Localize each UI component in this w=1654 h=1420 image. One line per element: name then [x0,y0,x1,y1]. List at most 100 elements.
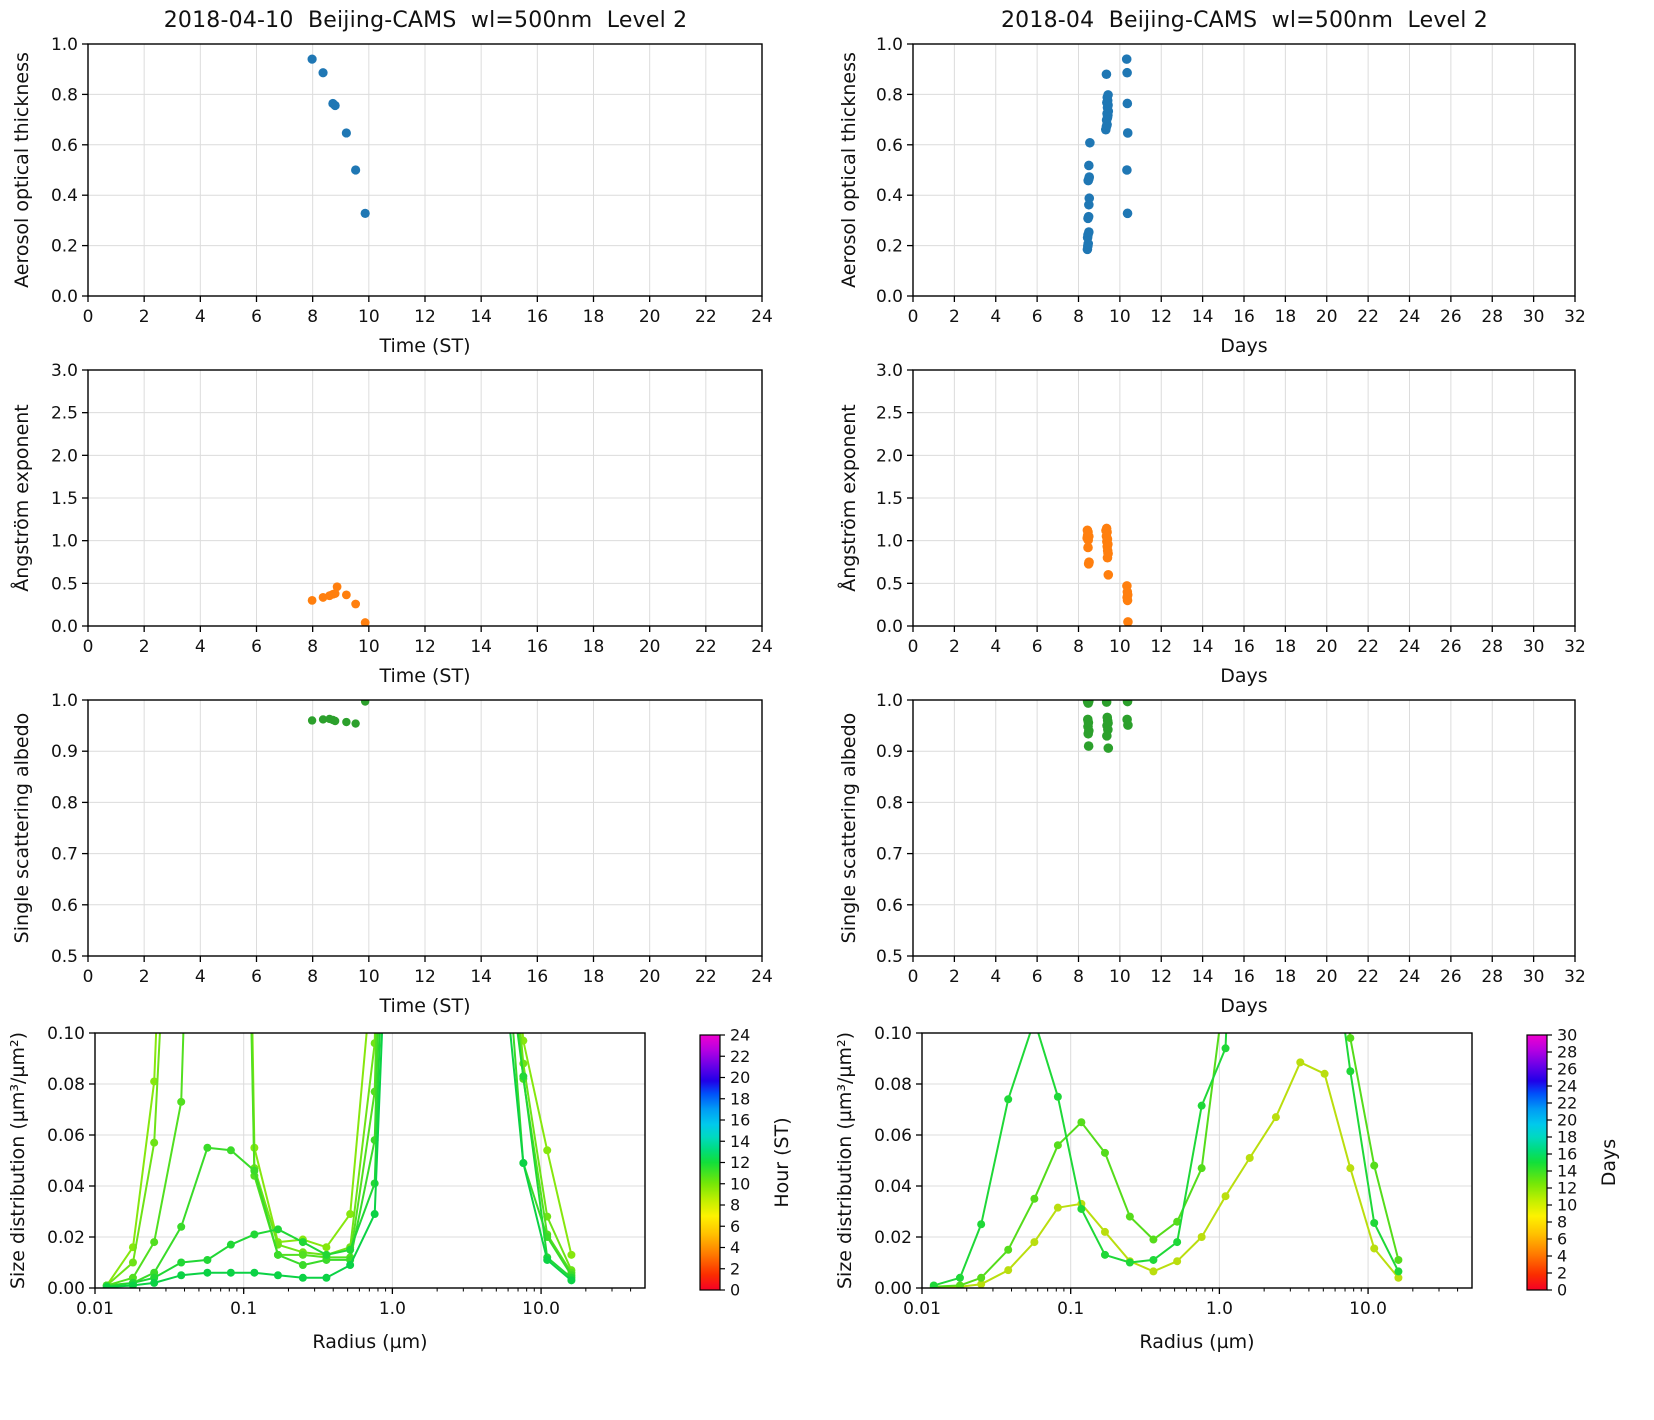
svg-text:0.5: 0.5 [51,574,78,594]
svg-text:14: 14 [470,967,492,987]
svg-text:20: 20 [639,967,661,987]
svg-text:26: 26 [1440,637,1462,657]
svg-text:4: 4 [195,637,206,657]
svg-text:3.0: 3.0 [876,361,903,381]
svg-text:Size distribution (µm³/µm²): Size distribution (µm³/µm²) [834,1032,856,1289]
svg-text:0.5: 0.5 [51,947,78,967]
svg-text:20: 20 [1316,637,1338,657]
svg-text:18: 18 [1275,967,1297,987]
svg-text:22: 22 [1357,967,1379,987]
svg-text:12: 12 [414,307,436,327]
svg-text:1.0: 1.0 [51,691,78,711]
svg-text:16: 16 [730,1111,750,1130]
svg-text:32: 32 [1564,637,1586,657]
svg-text:8: 8 [307,637,318,657]
svg-text:22: 22 [695,637,717,657]
svg-text:0.1: 0.1 [230,1299,257,1319]
svg-text:20: 20 [1316,967,1338,987]
svg-text:0.02: 0.02 [47,1228,85,1248]
svg-text:0: 0 [908,967,919,987]
svg-text:26: 26 [1440,307,1462,327]
svg-text:0.5: 0.5 [876,947,903,967]
svg-text:0.6: 0.6 [876,136,903,156]
aot-vs-days-plot: 0 2 4 6 8 10 12 14 16 18 20 22 24 26 28 30 320.00.20.40.… [838,35,1586,357]
svg-text:6: 6 [1557,1230,1567,1249]
svg-text:22: 22 [1357,307,1379,327]
svg-text:0.02: 0.02 [874,1228,912,1248]
svg-text:6: 6 [730,1217,740,1236]
svg-text:6: 6 [1032,307,1043,327]
svg-text:0.9: 0.9 [51,742,78,762]
svg-text:0.7: 0.7 [51,845,78,865]
svg-text:0.8: 0.8 [876,793,903,813]
svg-text:28: 28 [1481,307,1503,327]
svg-text:2: 2 [139,307,150,327]
svg-text:6: 6 [1032,637,1043,657]
svg-text:8: 8 [307,967,318,987]
svg-text:0.0: 0.0 [51,287,78,307]
svg-text:30: 30 [1557,1026,1577,1045]
svg-text:0.04: 0.04 [47,1177,85,1197]
svg-text:18: 18 [1275,307,1297,327]
svg-text:22: 22 [695,967,717,987]
svg-text:14: 14 [1192,967,1214,987]
svg-text:2.0: 2.0 [876,446,903,466]
svg-text:Size distribution (µm³/µm²): Size distribution (µm³/µm²) [7,1032,29,1289]
svg-text:10.0: 10.0 [522,1299,560,1319]
svg-text:0.6: 0.6 [51,896,78,916]
svg-text:8: 8 [730,1196,740,1215]
svg-text:10: 10 [730,1174,750,1193]
svg-text:Aerosol optical thickness: Aerosol optical thickness [11,52,33,288]
svg-text:2: 2 [139,637,150,657]
svg-text:24: 24 [1399,967,1421,987]
svg-text:0.9: 0.9 [876,742,903,762]
svg-text:Ångström exponent: Ångström exponent [837,404,860,592]
svg-text:0.7: 0.7 [876,845,903,865]
svg-text:0.6: 0.6 [876,896,903,916]
svg-text:4: 4 [990,307,1001,327]
svg-text:20: 20 [730,1068,750,1087]
svg-text:12: 12 [730,1153,750,1172]
svg-text:16: 16 [527,307,549,327]
svg-text:2.5: 2.5 [876,404,903,424]
svg-text:10: 10 [358,967,380,987]
svg-text:14: 14 [1192,637,1214,657]
svg-text:6: 6 [251,637,262,657]
svg-text:16: 16 [1233,307,1255,327]
svg-text:12: 12 [1150,967,1172,987]
svg-text:0.6: 0.6 [51,136,78,156]
svg-text:Single scattering albedo: Single scattering albedo [11,713,33,944]
svg-text:0.1: 0.1 [1057,1299,1084,1319]
ssa-vs-days-plot: 0 2 4 6 8 10 12 14 16 18 20 22 24 26 28 30 320.50.60.70.… [838,691,1586,1017]
svg-text:0.01: 0.01 [76,1299,114,1319]
svg-text:0.4: 0.4 [876,186,903,206]
svg-text:Time (ST): Time (ST) [378,665,470,687]
svg-text:4: 4 [990,637,1001,657]
svg-text:16: 16 [1557,1145,1577,1164]
svg-text:4: 4 [730,1238,740,1257]
svg-text:6: 6 [251,967,262,987]
svg-text:1.0: 1.0 [876,691,903,711]
svg-text:18: 18 [583,637,605,657]
svg-text:10: 10 [1109,637,1131,657]
svg-text:24: 24 [751,307,773,327]
svg-text:Days: Days [1220,335,1267,357]
svg-text:0.00: 0.00 [874,1279,912,1299]
svg-text:0: 0 [908,307,919,327]
svg-text:0.00: 0.00 [47,1279,85,1299]
svg-text:Radius (µm): Radius (µm) [1139,1331,1254,1353]
svg-text:Days: Days [1220,665,1267,687]
svg-text:1.0: 1.0 [51,532,78,552]
svg-text:18: 18 [583,307,605,327]
svg-text:0.8: 0.8 [51,793,78,813]
svg-text:10.0: 10.0 [1349,1299,1387,1319]
svg-text:8: 8 [307,307,318,327]
svg-text:1.5: 1.5 [876,489,903,509]
svg-text:0: 0 [83,637,94,657]
svg-text:10: 10 [1109,967,1131,987]
svg-text:8: 8 [1073,637,1084,657]
ssa-vs-time-plot: 0 2 4 6 8 10 12 14 16 18 20 22 240.50.60.70.80.91.0T… [11,691,773,1017]
svg-text:22: 22 [1557,1094,1577,1113]
svg-text:2: 2 [949,307,960,327]
svg-text:2: 2 [730,1259,740,1278]
